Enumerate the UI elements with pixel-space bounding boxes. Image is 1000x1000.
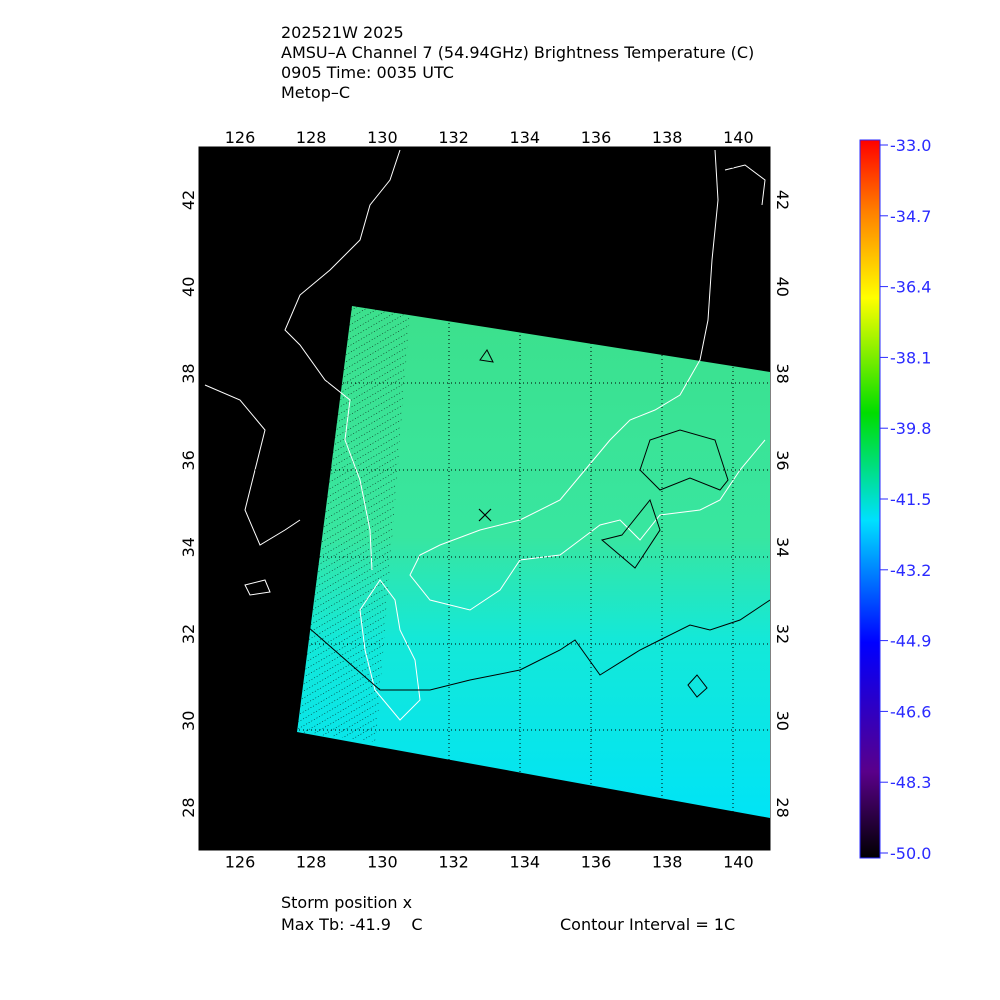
storm-label: Storm position x bbox=[281, 893, 412, 912]
lat-label-left: 32 bbox=[179, 624, 198, 644]
lat-label-right: 42 bbox=[773, 190, 792, 210]
contour-interval: Contour Interval = 1C bbox=[560, 915, 735, 934]
colorbar-label: -44.9 bbox=[890, 632, 931, 651]
lon-label-bottom: 136 bbox=[581, 853, 612, 872]
lat-label-left: 36 bbox=[179, 450, 198, 470]
colorbar-label: -34.7 bbox=[890, 207, 931, 226]
lon-label-top: 136 bbox=[581, 128, 612, 147]
lon-label-top: 128 bbox=[296, 128, 327, 147]
lon-label-top: 130 bbox=[367, 128, 398, 147]
lat-label-right: 32 bbox=[773, 624, 792, 644]
colorbar-label: -46.6 bbox=[890, 702, 931, 721]
header-line: 202521W 2025 bbox=[281, 23, 404, 42]
colorbar-label: -39.8 bbox=[890, 419, 931, 438]
colorbar-label: -50.0 bbox=[890, 844, 931, 863]
lon-label-top: 134 bbox=[510, 128, 541, 147]
max-tb: Max Tb: -41.9 C bbox=[281, 915, 422, 934]
lat-label-left: 34 bbox=[179, 537, 198, 557]
lon-label-bottom: 138 bbox=[652, 853, 683, 872]
lat-label-right: 36 bbox=[773, 450, 792, 470]
header-line: 0905 Time: 0035 UTC bbox=[281, 63, 454, 82]
storm-marker bbox=[478, 508, 492, 522]
colorbar-label: -33.0 bbox=[890, 136, 931, 155]
colorbar-label: -48.3 bbox=[890, 773, 931, 792]
colorbar-label: -38.1 bbox=[890, 348, 931, 367]
coastlines bbox=[204, 149, 766, 721]
lon-label-bottom: 128 bbox=[296, 853, 327, 872]
lat-label-left: 38 bbox=[179, 363, 198, 383]
lon-label-bottom: 132 bbox=[438, 853, 469, 872]
lon-label-bottom: 126 bbox=[225, 853, 256, 872]
map-layer bbox=[199, 147, 770, 850]
colorbar-label: -43.2 bbox=[890, 561, 931, 580]
lat-label-left: 30 bbox=[179, 711, 198, 731]
lon-label-bottom: 140 bbox=[723, 853, 754, 872]
colorbar bbox=[859, 139, 881, 859]
lat-label-left: 40 bbox=[179, 277, 198, 297]
lat-label-right: 30 bbox=[773, 711, 792, 731]
contours bbox=[299, 349, 770, 698]
lon-label-top: 132 bbox=[438, 128, 469, 147]
lat-label-right: 34 bbox=[773, 537, 792, 557]
lon-label-top: 138 bbox=[652, 128, 683, 147]
lat-label-right: 38 bbox=[773, 363, 792, 383]
swath-edge bbox=[297, 306, 410, 742]
lon-label-bottom: 134 bbox=[510, 853, 541, 872]
lat-label-right: 28 bbox=[773, 797, 792, 817]
colorbar-label: -41.5 bbox=[890, 490, 931, 509]
lon-label-top: 140 bbox=[723, 128, 754, 147]
lat-label-left: 28 bbox=[179, 797, 198, 817]
lat-label-left: 42 bbox=[179, 190, 198, 210]
header-line: AMSU–A Channel 7 (54.94GHz) Brightness T… bbox=[281, 43, 754, 62]
lat-label-right: 40 bbox=[773, 277, 792, 297]
lon-label-top: 126 bbox=[225, 128, 256, 147]
header-line: Metop–C bbox=[281, 83, 350, 102]
colorbar-label: -36.4 bbox=[890, 278, 931, 297]
lon-label-bottom: 130 bbox=[367, 853, 398, 872]
